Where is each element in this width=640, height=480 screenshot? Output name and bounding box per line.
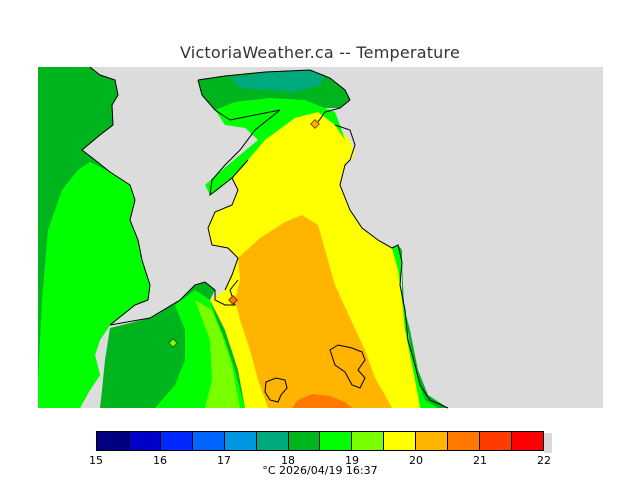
north-inlet-teal — [230, 70, 325, 92]
legend-swatch — [320, 432, 353, 450]
legend-swatch — [192, 432, 225, 450]
color-scale-bar — [96, 431, 544, 451]
southwest-peninsula-yellow — [195, 300, 240, 408]
island-south — [329, 344, 366, 389]
north-inlet-west-coastline — [197, 79, 281, 197]
station-north-marker — [310, 119, 320, 129]
legend-shadow — [544, 433, 552, 453]
legend-swatch — [97, 432, 129, 450]
east-shore-dark — [398, 245, 448, 408]
legend-tick-label: 22 — [537, 454, 551, 467]
legend-tick-label: 16 — [153, 454, 167, 467]
legend-swatch — [480, 432, 512, 450]
legend-tick-label: 15 — [89, 454, 103, 467]
east-coastline — [334, 124, 449, 409]
warm-spot — [292, 394, 352, 408]
legend-swatch — [511, 432, 543, 450]
legend-tick-label: 18 — [281, 454, 295, 467]
legend-swatch — [384, 432, 417, 450]
legend-swatch — [448, 432, 481, 450]
legend-swatch — [224, 432, 257, 450]
east-shore-region — [392, 245, 448, 408]
legend-swatch — [352, 432, 385, 450]
weather-stations — [168, 119, 320, 348]
west-coastline — [81, 66, 151, 326]
legend-tick-label: 19 — [345, 454, 359, 467]
central-west-coastline — [207, 177, 239, 291]
legend-tick-label: 20 — [409, 454, 423, 467]
station-west-marker — [168, 338, 178, 348]
legend-tick-label: 17 — [217, 454, 231, 467]
island-southwest — [264, 377, 288, 403]
legend-swatch — [288, 432, 321, 450]
legend-swatch — [256, 432, 289, 450]
legend-swatch — [128, 432, 161, 450]
north-coastline — [197, 69, 351, 123]
station-central-marker — [228, 295, 238, 305]
legend-swatch — [416, 432, 449, 450]
chart-title: VictoriaWeather.ca -- Temperature — [180, 43, 460, 62]
unit-and-timestamp: °C 2026/04/19 16:37 — [262, 464, 378, 477]
legend-swatch — [160, 432, 193, 450]
legend-tick-label: 21 — [473, 454, 487, 467]
north-inlet-light — [205, 98, 345, 195]
west-shore-inner — [38, 162, 150, 408]
